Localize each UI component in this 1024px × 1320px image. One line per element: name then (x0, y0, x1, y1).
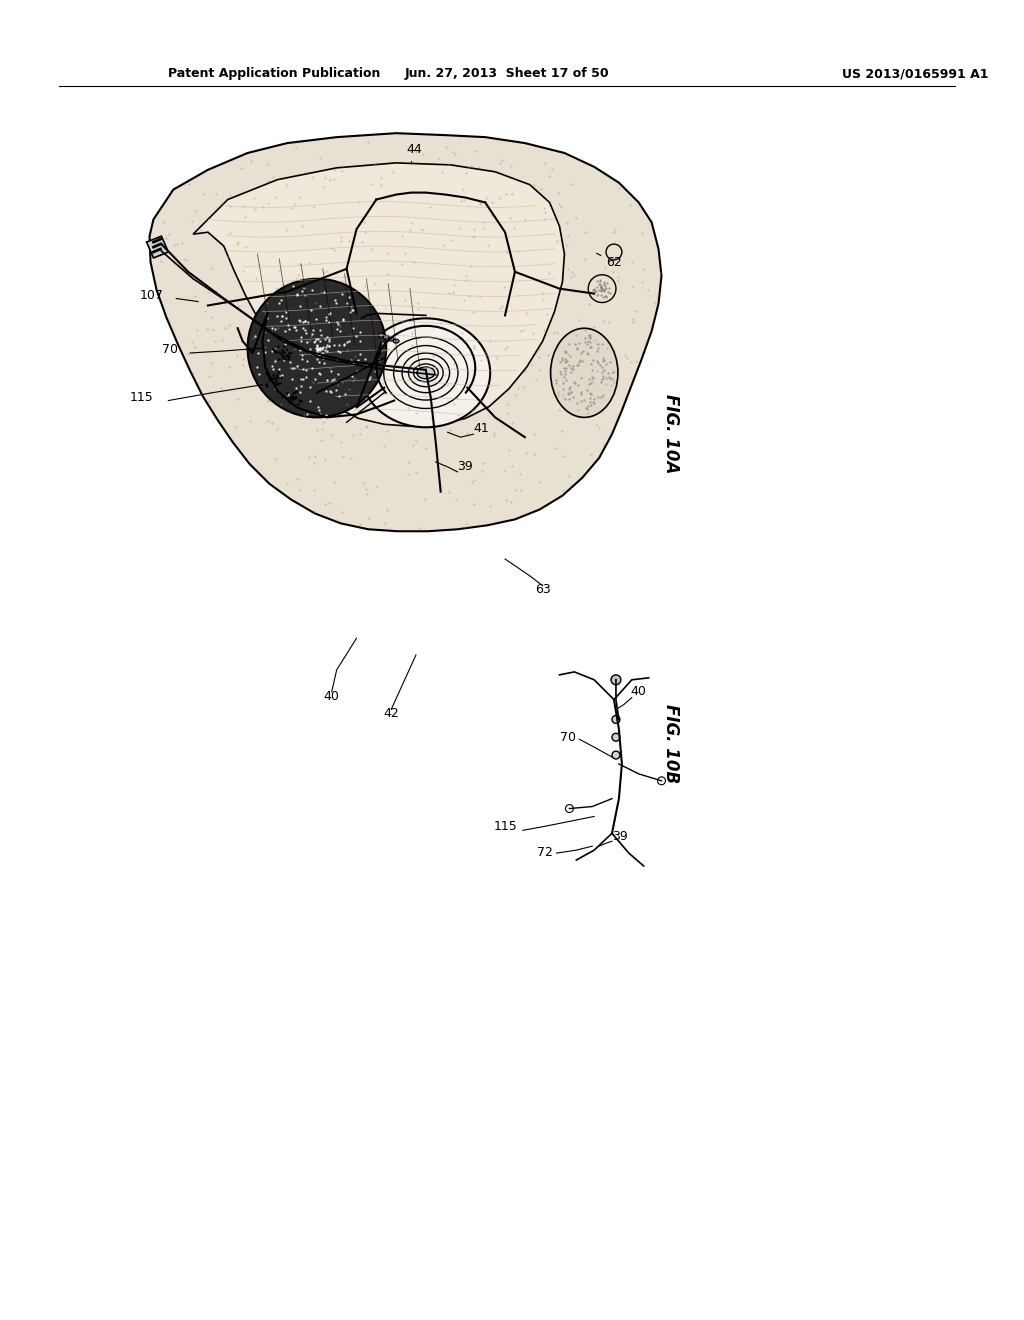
Text: 63: 63 (535, 582, 551, 595)
Circle shape (612, 751, 620, 759)
Circle shape (248, 279, 386, 417)
Text: 41: 41 (473, 422, 489, 436)
Text: FIG. 10A: FIG. 10A (662, 395, 680, 474)
Polygon shape (150, 133, 662, 531)
Text: 42: 42 (383, 708, 399, 721)
Ellipse shape (588, 275, 616, 302)
Text: 70: 70 (162, 343, 178, 356)
Ellipse shape (606, 244, 622, 260)
Text: 107: 107 (139, 289, 164, 301)
Circle shape (612, 734, 620, 742)
Text: Jun. 27, 2013  Sheet 17 of 50: Jun. 27, 2013 Sheet 17 of 50 (404, 67, 609, 81)
Text: 40: 40 (631, 685, 647, 698)
Polygon shape (194, 162, 564, 426)
Text: 62: 62 (597, 253, 622, 269)
Text: 115: 115 (494, 820, 517, 833)
Ellipse shape (361, 318, 490, 428)
Text: Patent Application Publication: Patent Application Publication (168, 67, 381, 81)
Ellipse shape (388, 337, 394, 341)
Text: 40: 40 (324, 689, 340, 702)
Text: 39: 39 (458, 459, 473, 473)
Ellipse shape (383, 335, 389, 339)
Ellipse shape (393, 339, 399, 343)
Text: 115: 115 (130, 391, 154, 404)
Circle shape (611, 675, 621, 685)
Ellipse shape (417, 367, 435, 379)
Circle shape (612, 715, 620, 723)
Text: 44: 44 (407, 143, 422, 162)
Text: 39: 39 (612, 830, 628, 843)
Ellipse shape (551, 329, 617, 417)
Polygon shape (146, 236, 168, 257)
Text: 70: 70 (560, 731, 577, 744)
Text: US 2013/0165991 A1: US 2013/0165991 A1 (842, 67, 988, 81)
Text: 72: 72 (537, 846, 553, 859)
Ellipse shape (378, 333, 384, 337)
Text: FIG. 10B: FIG. 10B (662, 704, 680, 783)
